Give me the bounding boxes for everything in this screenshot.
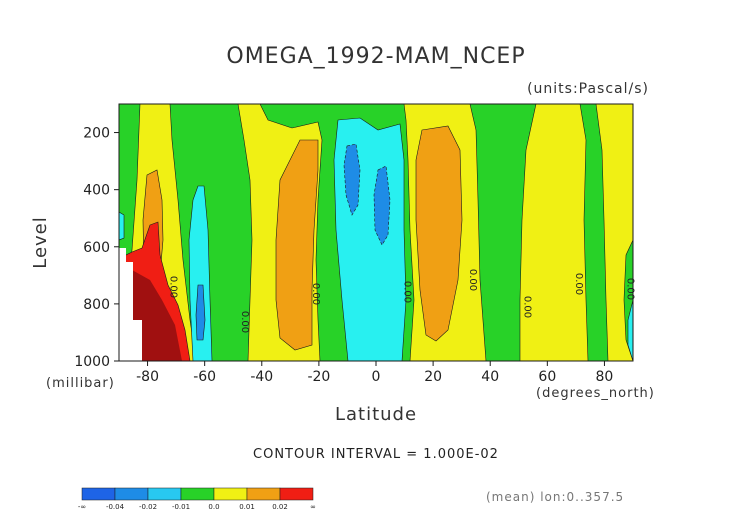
y-axis-units: (millibar) (46, 376, 115, 391)
colorbar-label: -0.04 (106, 503, 125, 511)
missing-data-block (119, 248, 142, 361)
colorbar-swatch (279, 487, 314, 501)
contour-label: 0.00 (239, 311, 250, 333)
cyan-edge (119, 211, 125, 241)
contour-labels: 0.00 0.00 0.00 0.00 0.00 0.00 0.00 0.00 (167, 269, 635, 333)
x-tick-label: 80 (596, 369, 614, 385)
colorbar-swatch (246, 487, 281, 501)
colorbar-label: 0.02 (272, 503, 288, 511)
colorbar-label: 0.0 (208, 503, 219, 511)
contour-label: 0.00 (624, 278, 635, 300)
colorbar: -∞ -0.04 -0.02 -0.01 0.0 0.01 0.02 ∞ (78, 487, 316, 511)
orange-region (275, 139, 319, 351)
contour-label: 0.00 (467, 269, 478, 291)
colorbar-label: -0.01 (172, 503, 190, 511)
x-axis-units: (degrees_north) (536, 386, 655, 401)
orange-region (415, 125, 463, 342)
blue-core (373, 165, 391, 246)
colorbar-swatch (81, 487, 116, 501)
x-axis-label: Latitude (334, 404, 418, 425)
colorbar-swatch (114, 487, 149, 501)
contour-label: 0.00 (521, 296, 532, 318)
yellow-region (595, 104, 633, 361)
contour-label: 0.00 (573, 273, 584, 295)
cyan-edge (627, 299, 633, 361)
blue-core (195, 284, 206, 341)
chart-title: OMEGA_1992-MAM_NCEP (226, 44, 526, 69)
colorbar-label: -∞ (78, 503, 86, 511)
cyan-region (333, 117, 407, 361)
x-axis: -80 -60 -40 -20 0 20 40 60 80 (136, 361, 613, 385)
y-tick-label: 200 (83, 126, 110, 142)
heatmap-field (119, 104, 633, 361)
contour-interval-text: CONTOUR INTERVAL = 1.000E-02 (253, 447, 499, 462)
colorbar-swatch (213, 487, 248, 501)
y-tick-label: 600 (83, 240, 110, 256)
x-tick-label: -40 (250, 369, 273, 385)
contour-label: 0.00 (167, 276, 178, 298)
y-axis: 200 400 600 800 1000 (74, 126, 119, 370)
yellow-region (519, 104, 589, 361)
colorbar-label: ∞ (310, 503, 316, 511)
x-tick-label: 20 (424, 369, 442, 385)
contour-label: 0.00 (402, 281, 413, 303)
y-tick-label: 400 (83, 183, 110, 199)
averaging-note: (mean) lon:0..357.5 (486, 490, 625, 504)
units-label: (units:Pascal/s) (527, 81, 649, 97)
x-tick-label: -20 (307, 369, 330, 385)
y-tick-label: 800 (83, 297, 110, 313)
x-tick-label: 0 (372, 369, 381, 385)
x-tick-label: -80 (136, 369, 159, 385)
colorbar-swatch (180, 487, 215, 501)
colorbar-label: 0.01 (239, 503, 255, 511)
colorbar-label: -0.02 (139, 503, 157, 511)
x-tick-label: 40 (481, 369, 499, 385)
colorbar-swatch (147, 487, 182, 501)
y-tick-label: 1000 (74, 354, 110, 370)
contour-label: 0.00 (310, 283, 321, 305)
x-tick-label: -60 (193, 369, 216, 385)
blue-core (343, 143, 361, 216)
x-tick-label: 60 (538, 369, 556, 385)
cyan-region (188, 185, 213, 361)
dark-red-core (132, 270, 182, 361)
